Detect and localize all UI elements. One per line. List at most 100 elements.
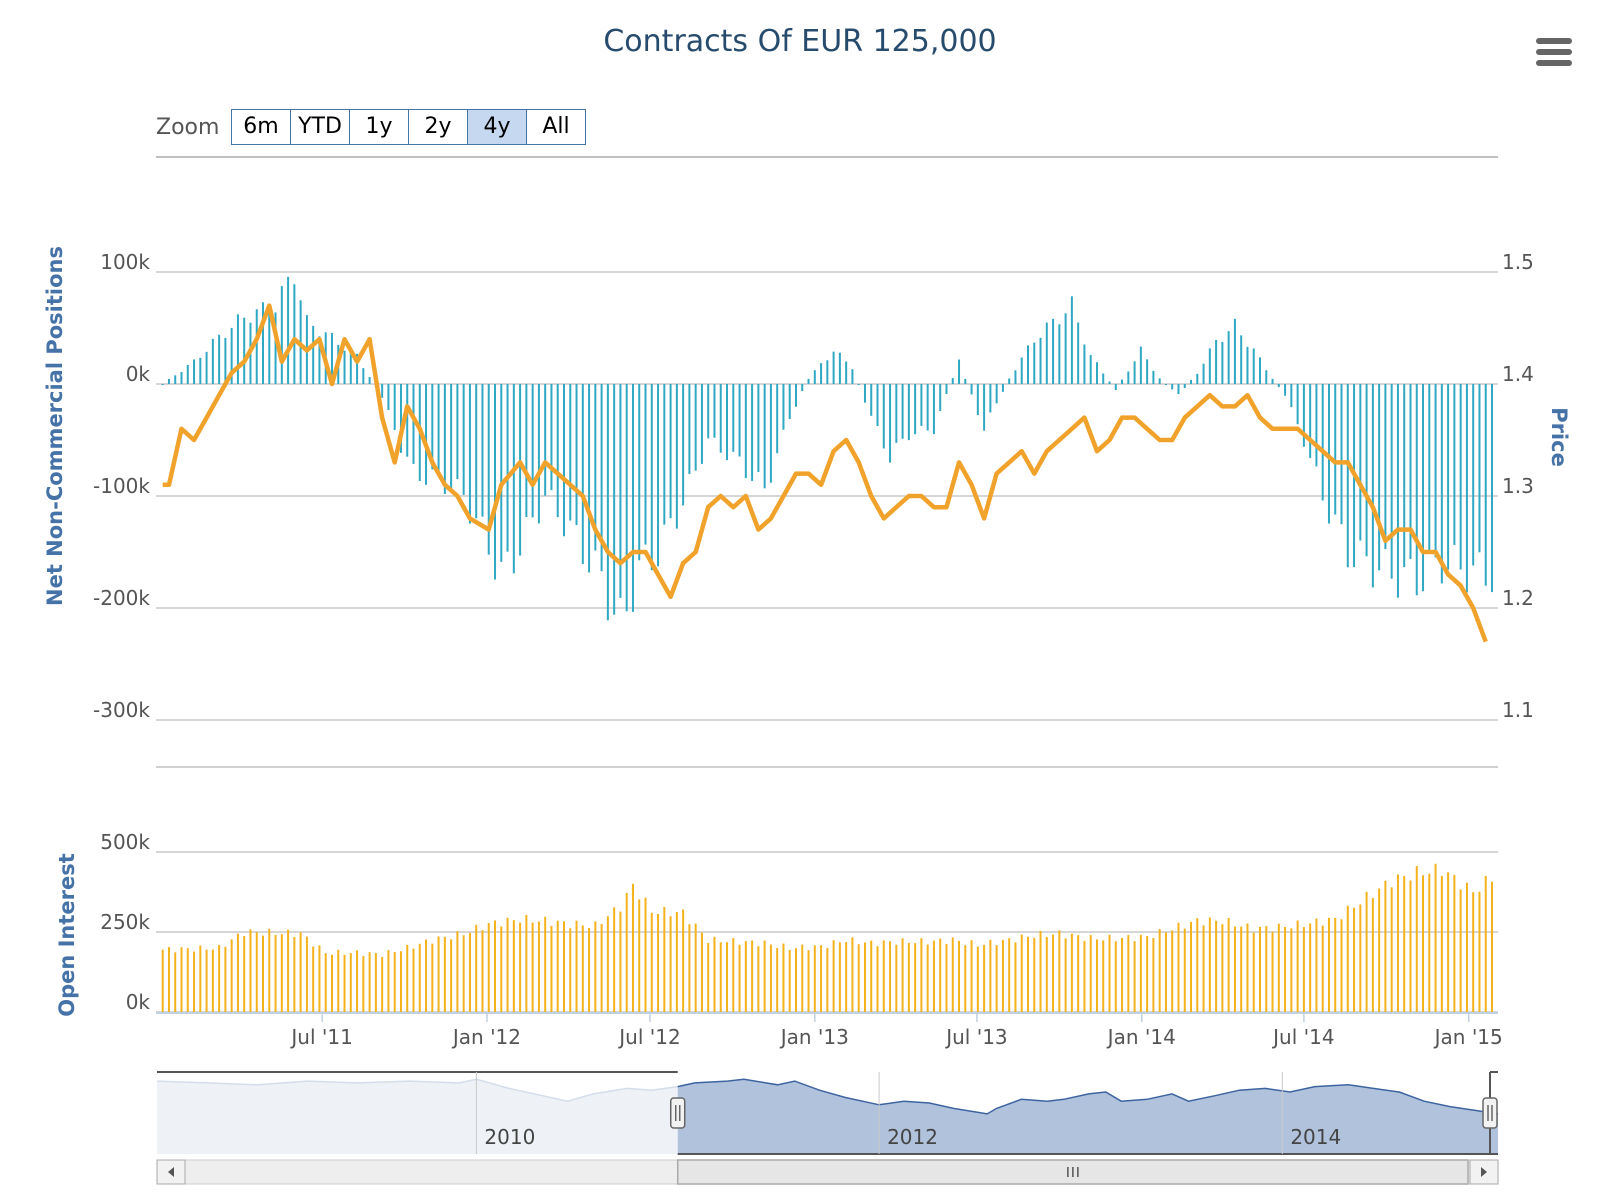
zoom-2y-button[interactable]: 2y	[409, 110, 468, 144]
positions-bar	[1428, 384, 1431, 554]
navigator-right-handle[interactable]	[1482, 1097, 1498, 1129]
x-tick-label: Jan '15	[1433, 1025, 1503, 1049]
oi-bar	[794, 948, 797, 1012]
oi-bar	[932, 940, 935, 1012]
x-tick-label: Jan '13	[779, 1025, 849, 1049]
positions-bar	[826, 360, 829, 384]
oi-bar	[1491, 881, 1493, 1012]
x-tick-label: Jul '12	[617, 1025, 680, 1049]
positions-bar	[280, 286, 283, 384]
oi-bar	[1045, 936, 1048, 1012]
positions-bar	[1321, 384, 1324, 501]
zoom-label: Zoom	[156, 115, 220, 140]
positions-bar	[876, 384, 879, 427]
positions-bar	[1083, 344, 1086, 384]
positions-bar	[437, 384, 440, 473]
oi-bar	[1321, 925, 1324, 1012]
navigator-left-handle[interactable]	[669, 1097, 686, 1129]
oi-bar	[1070, 933, 1073, 1012]
oi-bar	[1095, 939, 1098, 1012]
oi-bar	[387, 950, 390, 1012]
oi-bar	[1353, 907, 1356, 1012]
positions-bar	[1434, 384, 1437, 558]
positions-bar	[1158, 378, 1161, 384]
oi-bar	[1284, 927, 1287, 1012]
positions-bar	[1478, 384, 1481, 553]
positions-bar	[368, 377, 371, 384]
positions-bar	[813, 370, 816, 384]
oi-bar	[494, 920, 497, 1012]
oi-bar	[1240, 926, 1243, 1012]
positions-bar	[161, 384, 164, 385]
positions-bar	[1403, 384, 1406, 568]
scrollbar-right-button[interactable]	[1469, 1159, 1499, 1185]
positions-bar	[726, 384, 729, 461]
positions-bar	[1221, 341, 1224, 384]
navigator-tick-label: 2014	[1290, 1125, 1341, 1149]
positions-bar	[1152, 370, 1155, 384]
oi-bar	[330, 954, 333, 1012]
positions-bar	[349, 348, 352, 384]
oi-bar	[293, 937, 296, 1012]
positions-bar	[1302, 384, 1305, 447]
oi-bar	[776, 947, 779, 1012]
positions-bar	[199, 357, 202, 384]
oi-bar	[726, 942, 729, 1012]
oi-bar	[1302, 927, 1305, 1012]
oi-bar	[230, 939, 233, 1012]
oi-bar	[305, 936, 308, 1012]
positions-bar	[562, 384, 565, 537]
positions-bar	[1252, 348, 1255, 384]
positions-bar	[682, 384, 685, 506]
oi-bar	[863, 942, 866, 1012]
positions-bar	[1465, 384, 1468, 593]
oi-bar	[1171, 930, 1174, 1012]
zoom-1y-button[interactable]: 1y	[350, 110, 409, 144]
positions-bar	[268, 313, 271, 384]
positions-bar	[939, 384, 942, 411]
positions-bar	[907, 384, 910, 441]
oi-bar	[1133, 941, 1136, 1012]
oi-bar	[537, 921, 540, 1012]
positions-bar	[274, 312, 277, 384]
oi-bar	[468, 932, 471, 1012]
oi-bar	[368, 952, 371, 1012]
positions-bar	[807, 378, 810, 384]
oi-bar	[682, 909, 685, 1012]
oi-bar	[1296, 920, 1299, 1012]
oi-bar	[243, 935, 246, 1012]
zoom-4y-button[interactable]: 4y	[468, 110, 527, 144]
hamburger-menu-icon[interactable]	[1536, 38, 1572, 68]
positions-bar	[1371, 384, 1374, 588]
positions-bar	[525, 384, 528, 517]
oi-bar	[644, 897, 647, 1012]
oi-bar	[713, 936, 716, 1012]
oi-bar	[782, 943, 785, 1012]
positions-bar	[1052, 318, 1055, 384]
zoom-range-selector: 6m YTD 1y 2y 4y All	[231, 109, 586, 145]
zoom-ytd-button[interactable]: YTD	[291, 110, 350, 144]
positions-bar	[958, 359, 961, 384]
oi-bar	[1378, 888, 1381, 1012]
oi-bar	[418, 943, 421, 1012]
positions-bar	[581, 384, 584, 565]
oi-bar	[613, 907, 616, 1012]
positions-bar	[970, 384, 973, 395]
oi-bar	[757, 946, 760, 1012]
arrow-right-icon	[1481, 1167, 1487, 1177]
oi-bar	[1346, 905, 1349, 1012]
oi-bar	[732, 938, 735, 1012]
positions-bar	[1484, 384, 1487, 586]
zoom-all-button[interactable]: All	[527, 110, 585, 144]
oi-bar	[462, 935, 465, 1012]
zoom-6m-button[interactable]: 6m	[232, 110, 291, 144]
oi-bar	[1246, 923, 1249, 1012]
oi-bar	[951, 937, 954, 1012]
oi-bar	[1290, 928, 1293, 1012]
positions-bar	[851, 369, 854, 384]
positions-bar	[412, 384, 415, 464]
oi-bar	[631, 883, 634, 1012]
oi-bar	[901, 938, 904, 1012]
positions-bar	[262, 302, 265, 384]
oi-bar	[569, 928, 572, 1012]
